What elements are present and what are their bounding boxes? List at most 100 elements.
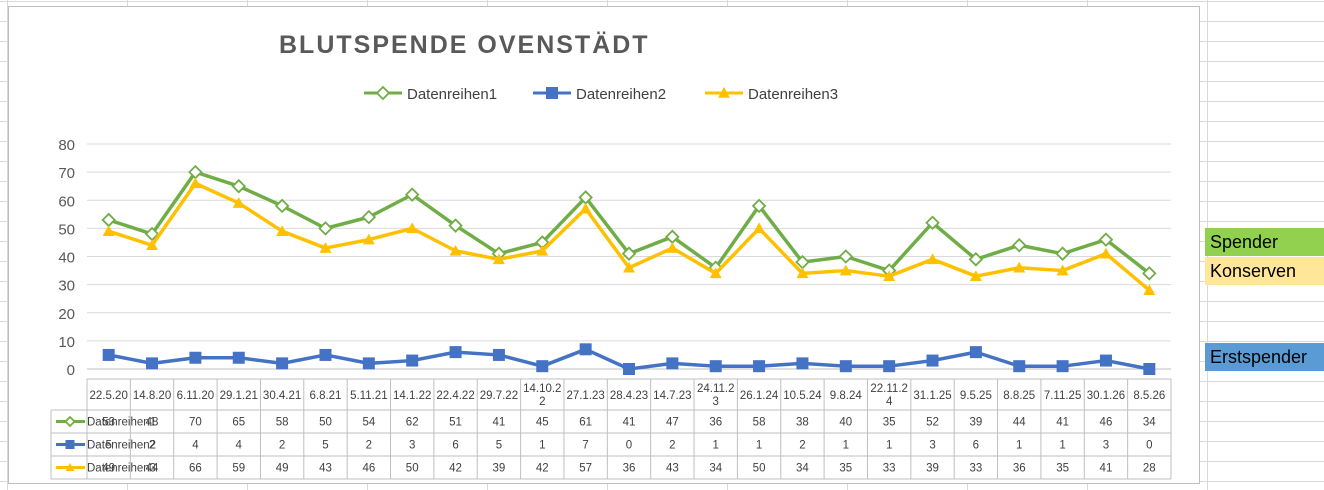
data-point-Datenreihen2 — [449, 346, 462, 359]
y-tick-label: 40 — [58, 250, 75, 267]
table-cell: 46 — [362, 463, 375, 475]
table-cell: 54 — [362, 417, 375, 429]
table-cell: 50 — [319, 417, 332, 429]
table-cell: 59 — [232, 463, 245, 475]
data-point-Datenreihen1 — [231, 178, 247, 194]
table-cell: 3 — [929, 440, 935, 452]
legend-label-Datenreihen3: Datenreihen3 — [748, 86, 838, 103]
x-tick-label: 6.8.21 — [309, 390, 341, 402]
table-cell: 41 — [493, 417, 506, 429]
table-cell: 1 — [886, 440, 892, 452]
x-tick-label: 31.1.25 — [913, 390, 951, 402]
legend-label-Datenreihen2: Datenreihen2 — [576, 86, 666, 103]
table-cell: 43 — [666, 463, 679, 475]
table-cell: 48 — [146, 417, 159, 429]
table-cell: 34 — [796, 463, 809, 475]
data-point-Datenreihen2 — [492, 348, 505, 361]
table-cell: 35 — [1056, 463, 1069, 475]
table-cell: 44 — [1013, 417, 1026, 429]
table-cell: 41 — [1056, 417, 1069, 429]
data-point-Datenreihen3 — [362, 233, 375, 245]
x-tick-label: 24.11.2 — [697, 383, 735, 395]
data-point-Datenreihen1 — [838, 249, 854, 264]
x-tick-label: 5.11.21 — [350, 390, 388, 402]
table-cell: 2 — [366, 440, 372, 452]
table-row-label-Datenreihen2: Datenreihen2 — [87, 440, 156, 452]
table-cell: 65 — [232, 417, 245, 429]
data-point-Datenreihen1 — [318, 221, 333, 236]
data-point-Datenreihen3 — [839, 264, 852, 276]
chart-svg: BLUTSPENDE OVENSTÄDT 01020304050607080Da… — [50, 31, 1172, 480]
table-key-marker-Datenreihen2 — [65, 440, 75, 449]
table-cell: 0 — [626, 440, 632, 452]
y-tick-label: 70 — [58, 165, 75, 182]
x-tick-label: 9.8.24 — [830, 390, 863, 402]
table-cell: 1 — [843, 440, 849, 452]
data-point-Datenreihen2 — [146, 357, 159, 370]
data-point-Datenreihen3 — [146, 239, 159, 251]
legend-marker-Datenreihen3 — [718, 87, 730, 98]
table-cell: 3 — [1103, 440, 1109, 452]
table-cell: 35 — [883, 417, 896, 429]
table-cell: 1 — [1059, 440, 1065, 452]
x-tick-label: 22.5.20 — [89, 390, 127, 402]
x-tick-label: 14.10.2 — [523, 383, 561, 395]
table-cell: 61 — [579, 417, 592, 429]
table-cell: 5 — [322, 440, 328, 452]
table-cell: 58 — [753, 417, 766, 429]
data-point-Datenreihen2 — [1056, 360, 1069, 373]
table-cell: 39 — [969, 417, 982, 429]
data-point-Datenreihen3 — [579, 202, 592, 214]
x-tick-label: 6.11.20 — [177, 390, 215, 402]
data-point-Datenreihen2 — [406, 354, 419, 367]
data-point-Datenreihen3 — [536, 244, 549, 256]
table-cell: 33 — [883, 463, 896, 475]
table-cell: 2 — [279, 440, 285, 452]
table-cell: 52 — [926, 417, 939, 429]
x-tick-label: 28.4.23 — [610, 390, 648, 402]
data-point-Datenreihen3 — [666, 242, 679, 253]
x-tick-label: 14.8.20 — [133, 390, 171, 402]
data-point-Datenreihen2 — [579, 343, 592, 356]
table-key-marker-Datenreihen1 — [64, 415, 76, 428]
data-point-Datenreihen3 — [753, 222, 766, 234]
table-cell: 1 — [1016, 440, 1022, 452]
table-cell: 2 — [799, 440, 805, 452]
table-cell: 38 — [796, 417, 809, 429]
data-point-Datenreihen3 — [926, 253, 939, 265]
table-cell: 46 — [1100, 417, 1113, 429]
x-tick-label: 9.5.25 — [960, 390, 992, 402]
table-cell: 66 — [189, 463, 202, 475]
x-tick-label: 29.1.21 — [220, 390, 258, 402]
data-point-Datenreihen3 — [1099, 247, 1112, 259]
data-point-Datenreihen2 — [1013, 360, 1026, 373]
table-cell: 43 — [319, 463, 332, 475]
table-cell: 39 — [926, 463, 939, 475]
table-cell: 36 — [623, 463, 636, 475]
table-cell: 34 — [1143, 417, 1156, 429]
table-cell: 49 — [102, 463, 115, 475]
table-cell: 39 — [493, 463, 506, 475]
table-cell: 42 — [449, 463, 462, 475]
data-point-Datenreihen1 — [274, 198, 290, 214]
legend-label-spender: Spender — [1205, 228, 1324, 256]
table-cell: 50 — [753, 463, 766, 475]
data-point-Datenreihen2 — [1143, 363, 1156, 375]
table-cell: 53 — [102, 417, 115, 429]
table-cell: 62 — [406, 417, 419, 429]
data-point-Datenreihen3 — [623, 261, 635, 273]
table-cell: 58 — [276, 417, 289, 429]
data-point-Datenreihen1 — [621, 246, 637, 261]
data-point-Datenreihen2 — [536, 360, 549, 373]
data-point-Datenreihen1 — [101, 212, 116, 228]
data-point-Datenreihen2 — [102, 348, 115, 361]
table-cell: 49 — [276, 463, 289, 475]
data-point-Datenreihen1 — [1142, 266, 1157, 281]
data-point-Datenreihen1 — [361, 209, 377, 225]
data-point-Datenreihen3 — [276, 225, 289, 236]
table-cell: 33 — [969, 463, 982, 475]
table-cell: 4 — [192, 440, 199, 452]
data-point-Datenreihen1 — [1011, 237, 1027, 253]
table-cell: 1 — [713, 440, 719, 452]
data-point-Datenreihen2 — [753, 360, 766, 373]
